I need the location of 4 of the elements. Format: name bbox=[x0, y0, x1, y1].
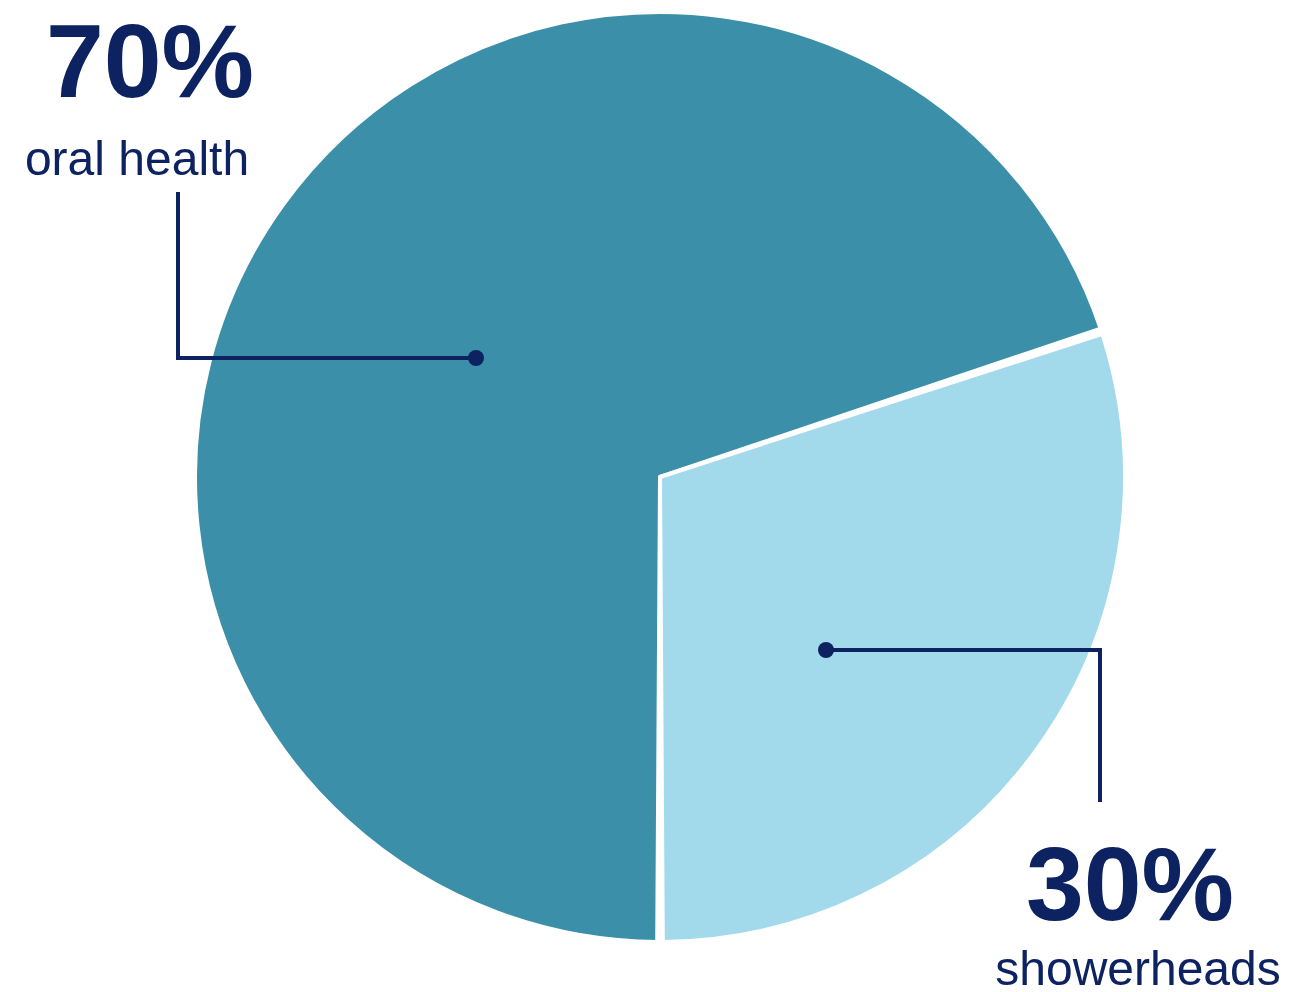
slice-label: oral health bbox=[24, 132, 250, 185]
data-label: 30% bbox=[1025, 826, 1235, 942]
slice-label: showerheads bbox=[995, 942, 1281, 992]
data-label: 70% bbox=[45, 3, 255, 119]
